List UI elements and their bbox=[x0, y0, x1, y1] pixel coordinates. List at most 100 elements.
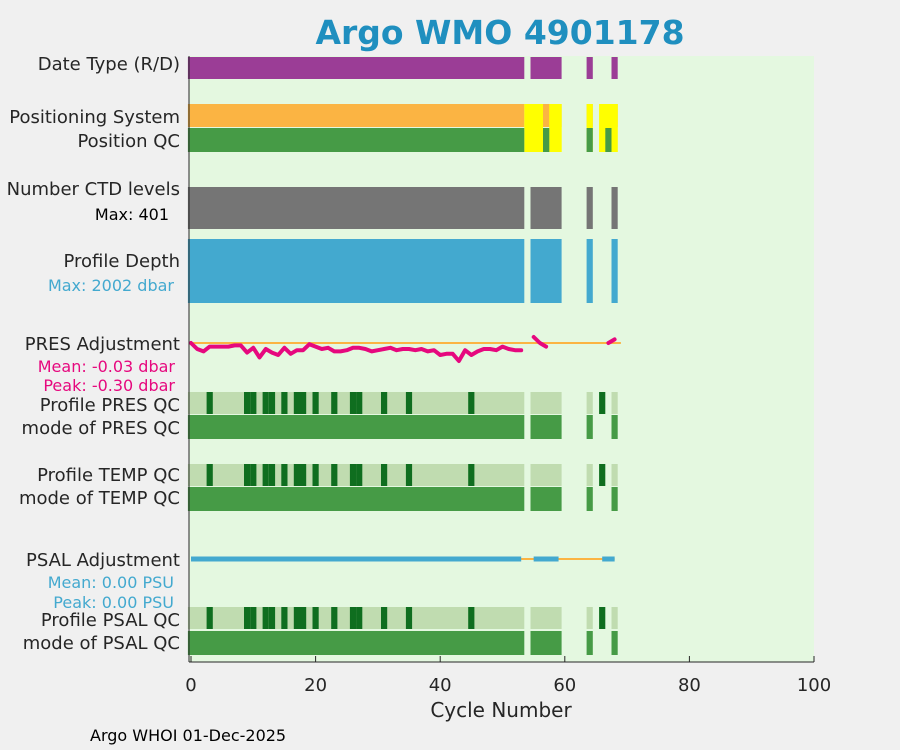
profile-temp-qc-dark-bar bbox=[312, 464, 319, 486]
profile-depth-bar bbox=[530, 239, 562, 303]
ctd-levels-bar bbox=[611, 187, 618, 229]
mode-pres-qc-bar bbox=[611, 415, 618, 439]
profile-psal-qc-bar bbox=[611, 607, 618, 629]
x-tick-label: 100 bbox=[797, 675, 831, 696]
position-qc-bar bbox=[543, 128, 550, 152]
date-type-bar bbox=[611, 57, 618, 79]
profile-pres-qc-dark-bar bbox=[599, 392, 606, 414]
profile-pres-qc-dark-bar bbox=[312, 392, 319, 414]
profile-temp-qc-dark-bar bbox=[405, 464, 413, 486]
data-marks bbox=[187, 57, 621, 655]
position-missing-bar bbox=[524, 104, 543, 152]
profile-pres-qc-dark-bar bbox=[349, 392, 357, 414]
mode-pres-qc-bar bbox=[530, 415, 562, 439]
profile-psal-qc-dark-bar bbox=[262, 607, 269, 629]
label-pres-adjustment: PRES Adjustment bbox=[25, 334, 180, 355]
x-axis: 0 20 40 60 80 100 bbox=[185, 56, 831, 696]
note-psal-mean: Mean: 0.00 PSU bbox=[48, 573, 174, 592]
date-type-bar bbox=[530, 57, 562, 79]
label-positioning-system: Positioning System bbox=[9, 107, 180, 128]
label-profile-temp-qc: Profile TEMP QC bbox=[37, 465, 180, 486]
ctd-levels-bar bbox=[530, 187, 562, 229]
profile-psal-qc-dark-bar bbox=[312, 607, 319, 629]
profile-depth-bar bbox=[611, 239, 618, 303]
footer-text: Argo WHOI 01-Dec-2025 bbox=[90, 726, 286, 745]
mode-psal-qc-bar bbox=[187, 631, 525, 655]
profile-temp-qc-bar bbox=[530, 464, 562, 486]
profile-temp-qc-bar bbox=[611, 464, 618, 486]
label-mode-pres-qc: mode of PRES QC bbox=[22, 418, 180, 439]
mode-psal-qc-bar bbox=[611, 631, 618, 655]
note-psal-peak: Peak: 0.00 PSU bbox=[53, 593, 174, 612]
label-date-type: Date Type (R/D) bbox=[38, 54, 180, 75]
profile-temp-qc-dark-bar bbox=[250, 464, 257, 486]
profile-psal-qc-dark-bar bbox=[381, 607, 388, 629]
profile-pres-qc-dark-bar bbox=[262, 392, 269, 414]
chart-title: Argo WMO 4901178 bbox=[315, 13, 684, 52]
profile-pres-qc-bar bbox=[586, 392, 593, 414]
profile-depth-bar bbox=[586, 239, 593, 303]
profile-psal-qc-dark-bar bbox=[405, 607, 413, 629]
profile-temp-qc-dark-bar bbox=[599, 464, 606, 486]
x-tick-label: 40 bbox=[429, 675, 452, 696]
positioning-system-bar bbox=[187, 104, 525, 127]
label-ctd-levels: Number CTD levels bbox=[7, 179, 180, 200]
profile-pres-qc-dark-bar bbox=[300, 392, 307, 414]
pres-adjustment-line bbox=[189, 341, 524, 363]
position-qc-bar bbox=[605, 128, 612, 152]
profile-pres-qc-dark-bar bbox=[356, 392, 363, 414]
x-tick-label: 60 bbox=[553, 675, 576, 696]
profile-pres-qc-bar bbox=[530, 392, 562, 414]
profile-temp-qc-dark-bar bbox=[349, 464, 357, 486]
note-ctd-max: Max: 401 bbox=[95, 205, 169, 224]
profile-pres-qc-dark-bar bbox=[381, 392, 388, 414]
label-position-qc: Position QC bbox=[77, 131, 180, 152]
label-profile-pres-qc: Profile PRES QC bbox=[40, 395, 180, 416]
profile-psal-qc-dark-bar bbox=[268, 607, 276, 629]
profile-psal-qc-dark-bar bbox=[599, 607, 606, 629]
profile-pres-qc-dark-bar bbox=[244, 392, 251, 414]
ctd-levels-bar bbox=[586, 187, 593, 229]
pres-adjustment-line bbox=[606, 337, 617, 345]
profile-psal-qc-bar bbox=[530, 607, 562, 629]
date-type-bar bbox=[187, 57, 525, 79]
profile-pres-qc-dark-bar bbox=[268, 392, 276, 414]
x-tick-label: 20 bbox=[304, 675, 327, 696]
profile-pres-qc-dark-bar bbox=[281, 392, 288, 414]
profile-psal-qc-dark-bar bbox=[300, 607, 307, 629]
mode-pres-qc-bar bbox=[586, 415, 593, 439]
profile-temp-qc-dark-bar bbox=[293, 464, 300, 486]
profile-pres-qc-dark-bar bbox=[331, 392, 338, 414]
profile-psal-qc-dark-bar bbox=[281, 607, 288, 629]
profile-psal-qc-dark-bar bbox=[468, 607, 475, 629]
profile-temp-qc-dark-bar bbox=[244, 464, 251, 486]
x-axis-label: Cycle Number bbox=[430, 698, 572, 722]
note-depth-max: Max: 2002 dbar bbox=[48, 276, 174, 295]
mode-temp-qc-bar bbox=[187, 487, 525, 511]
label-psal-adjustment: PSAL Adjustment bbox=[26, 550, 180, 571]
profile-temp-qc-dark-bar bbox=[300, 464, 307, 486]
profile-temp-qc-dark-bar bbox=[468, 464, 475, 486]
profile-psal-qc-dark-bar bbox=[331, 607, 338, 629]
profile-temp-qc-bar bbox=[586, 464, 593, 486]
profile-pres-qc-dark-bar bbox=[206, 392, 213, 414]
profile-psal-qc-dark-bar bbox=[356, 607, 363, 629]
mode-temp-qc-bar bbox=[530, 487, 562, 511]
profile-pres-qc-dark-bar bbox=[293, 392, 300, 414]
position-missing-bar bbox=[549, 104, 562, 152]
profile-temp-qc-dark-bar bbox=[262, 464, 269, 486]
mode-pres-qc-bar bbox=[187, 415, 525, 439]
profile-temp-qc-dark-bar bbox=[206, 464, 213, 486]
position-qc-bar bbox=[187, 128, 525, 152]
ctd-levels-bar bbox=[187, 187, 525, 229]
profile-depth-bar bbox=[187, 239, 525, 303]
profile-psal-qc-dark-bar bbox=[206, 607, 213, 629]
label-profile-psal-qc: Profile PSAL QC bbox=[41, 610, 180, 631]
date-type-bar bbox=[586, 57, 593, 79]
profile-temp-qc-dark-bar bbox=[356, 464, 363, 486]
label-mode-psal-qc: mode of PSAL QC bbox=[23, 633, 180, 654]
profile-psal-qc-dark-bar bbox=[244, 607, 251, 629]
mode-psal-qc-bar bbox=[586, 631, 593, 655]
profile-psal-qc-dark-bar bbox=[349, 607, 357, 629]
